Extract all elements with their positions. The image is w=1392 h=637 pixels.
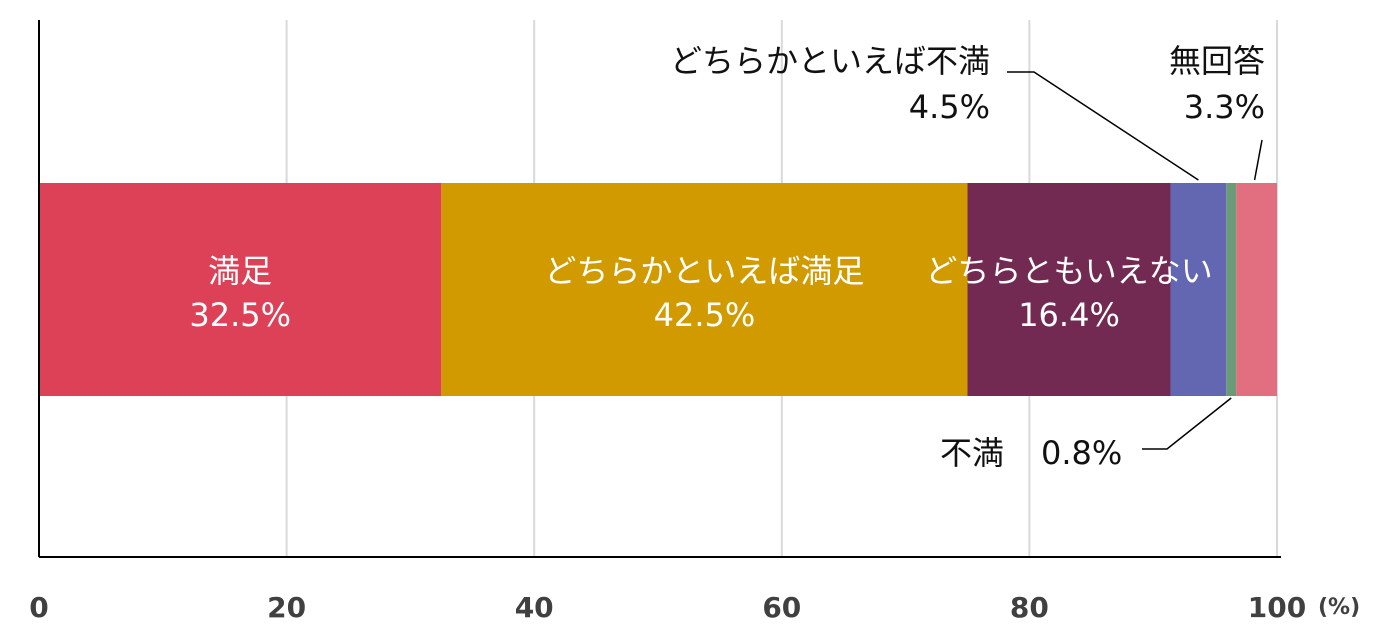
bar-segment [441, 183, 968, 396]
segment-label: どちらかといえば満足 [544, 252, 864, 290]
x-tick-label: 80 [1010, 591, 1049, 624]
x-tick-labels: 0 20 40 60 80 100 [29, 591, 1306, 624]
leader-line [1007, 71, 1199, 181]
segment-label: 4.5% [909, 88, 990, 126]
bar-segment [1236, 183, 1277, 396]
bar-segment [967, 183, 1171, 396]
segment-label: 42.5% [654, 296, 756, 334]
x-tick-label: 20 [267, 591, 306, 624]
segment-label: どちらともいえない [925, 252, 1212, 290]
bar-segment [1170, 183, 1227, 396]
leader-line [1253, 139, 1263, 181]
segment-label: 無回答 [1169, 42, 1265, 80]
x-tick-label: 100 [1248, 591, 1306, 624]
segment-label: 満足 [208, 252, 272, 290]
segment-label: 0.8% [1041, 434, 1122, 472]
segment-labels: 満足 32.5% どちらかといえば満足 42.5% どちらともいえない 16.4% どちらか… [189, 42, 1265, 472]
leader-line [1142, 397, 1232, 450]
x-tick-label: 40 [515, 591, 554, 624]
segment-label: どちらかといえば不満 [670, 42, 990, 80]
x-unit-label: (%) [1318, 595, 1360, 620]
axes [38, 20, 1281, 558]
x-tick-label: 0 [29, 591, 48, 624]
bar-segments [39, 183, 1277, 396]
segment-label: 3.3% [1184, 88, 1265, 126]
bar-segment [1226, 183, 1237, 396]
segment-label: 16.4% [1018, 296, 1120, 334]
bar-segment [39, 183, 442, 396]
segment-label: 不満 [940, 434, 1004, 472]
x-tick-label: 60 [762, 591, 801, 624]
segment-label: 32.5% [189, 296, 291, 334]
